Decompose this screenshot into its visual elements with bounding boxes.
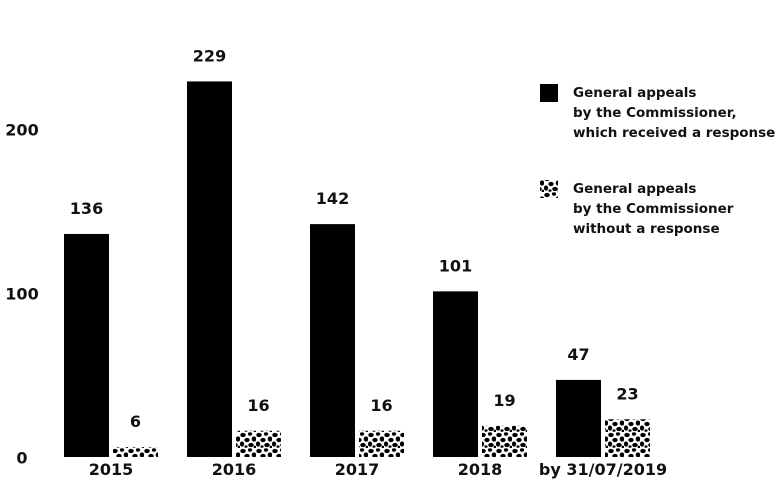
legend: General appeals by the Commissioner, which… bbox=[540, 84, 775, 237]
x-category-label: 2017 bbox=[335, 460, 380, 479]
bar-value-label: 101 bbox=[439, 256, 472, 275]
bar-value-label: 47 bbox=[567, 345, 589, 364]
legend-label-line: which received a response bbox=[573, 125, 775, 141]
legend-label-line: by the Commissioner, bbox=[573, 105, 737, 121]
x-category-label: 2018 bbox=[458, 460, 503, 479]
x-axis: 2015 2016 2017 2018 by 31/07/2019 bbox=[89, 460, 667, 479]
bar-with-response bbox=[64, 233, 109, 457]
bar-with-response bbox=[310, 224, 355, 457]
bar-without-response bbox=[113, 447, 158, 457]
x-category-label: 2016 bbox=[212, 460, 257, 479]
bar-value-label: 16 bbox=[370, 396, 392, 415]
bar-without-response bbox=[236, 430, 281, 457]
bar-value-label: 229 bbox=[193, 46, 226, 65]
bar-value-label: 23 bbox=[616, 384, 638, 403]
bar-with-response bbox=[556, 379, 601, 457]
legend-swatch-without-response bbox=[540, 180, 558, 198]
legend-label-line: General appeals bbox=[573, 181, 696, 197]
bar-without-response bbox=[605, 419, 650, 457]
x-category-label: 2015 bbox=[89, 460, 134, 479]
y-tick-label: 0 bbox=[16, 449, 27, 468]
bar-value-label: 19 bbox=[493, 391, 515, 410]
bar-value-label: 136 bbox=[70, 199, 103, 218]
legend-label-line: without a response bbox=[573, 221, 720, 237]
y-tick-label: 100 bbox=[5, 285, 38, 304]
bar-value-label: 142 bbox=[316, 189, 349, 208]
bar-without-response bbox=[482, 425, 527, 457]
bar-with-response bbox=[187, 81, 232, 457]
bar-value-label: 16 bbox=[247, 396, 269, 415]
bars: 136 6 229 16 142 16 101 19 47 23 bbox=[64, 46, 650, 457]
bar-with-response bbox=[433, 291, 478, 457]
bar-value-label: 6 bbox=[130, 412, 141, 431]
legend-label-line: by the Commissioner bbox=[573, 201, 734, 217]
y-axis: 0 100 200 bbox=[5, 121, 38, 468]
x-category-label: by 31/07/2019 bbox=[539, 460, 667, 479]
legend-label-line: General appeals bbox=[573, 85, 696, 101]
y-tick-label: 200 bbox=[5, 121, 38, 140]
legend-swatch-with-response bbox=[540, 84, 558, 102]
bar-without-response bbox=[359, 430, 404, 457]
